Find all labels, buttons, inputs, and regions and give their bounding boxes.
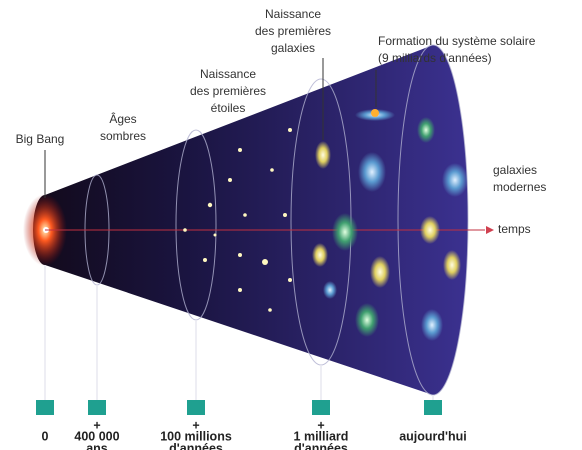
timeline-marker — [88, 400, 106, 415]
annotation: des premières — [255, 24, 331, 38]
timeline-plus: + — [192, 418, 199, 432]
timeline-label: 0 — [42, 429, 49, 443]
time-arrow — [486, 226, 494, 234]
pointers — [44, 58, 377, 198]
annotation: galaxies — [271, 41, 315, 55]
timeline-label: aujourd'hui — [399, 429, 467, 443]
timeline-label: d'années — [294, 441, 348, 450]
time-label: temps — [498, 222, 531, 236]
annotation: des premières — [190, 84, 266, 98]
timeline-label: d'années — [169, 441, 223, 450]
annotation: Naissance — [200, 67, 256, 81]
timeline-marker — [187, 400, 205, 415]
timeline-label: 1 milliard — [294, 429, 349, 443]
timeline-label: ans — [86, 441, 108, 450]
timeline-plus: + — [93, 418, 100, 432]
annotation: galaxies — [493, 163, 537, 177]
annotation: Naissance — [265, 7, 321, 21]
timeline-marker — [424, 400, 442, 415]
cone — [23, 44, 485, 396]
annotation: sombres — [100, 129, 146, 143]
annotation: (9 milliards d'années) — [378, 51, 492, 65]
timeline-label: 100 millions — [160, 429, 232, 443]
timeline-plus: + — [317, 418, 324, 432]
annotation: modernes — [493, 180, 546, 194]
timeline-marker — [312, 400, 330, 415]
annotation: Big Bang — [16, 132, 65, 146]
annotation: Formation du système solaire — [378, 34, 536, 48]
timeline-marker — [36, 400, 54, 415]
timeline-label: 400 000 — [74, 429, 119, 443]
annotation: étoiles — [211, 101, 246, 115]
annotation: Âges — [109, 111, 136, 126]
